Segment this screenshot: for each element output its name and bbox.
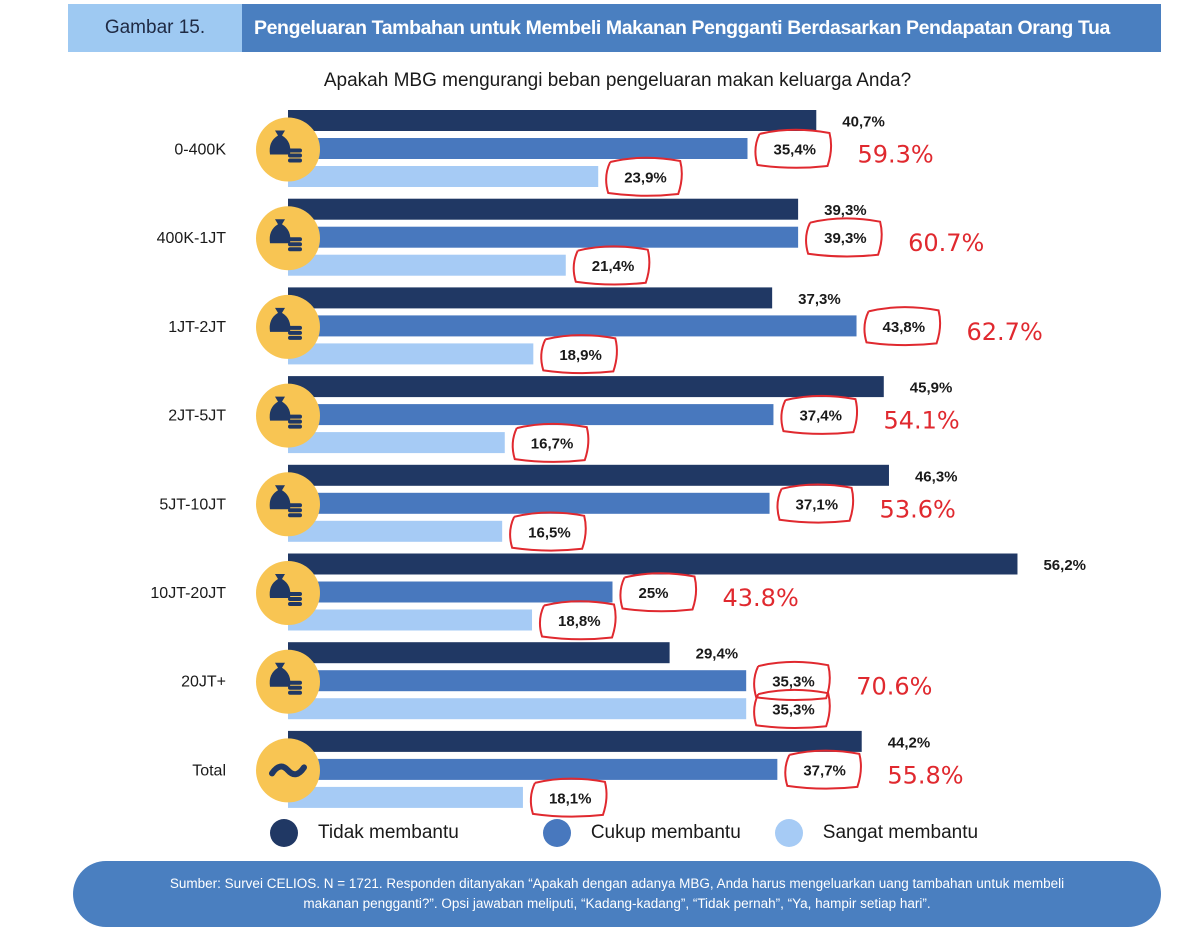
bar-tidak-membantu [288, 376, 884, 397]
data-label: 44,2% [888, 734, 931, 751]
sum-annotation: 54.1% [883, 407, 959, 435]
data-label: 23,9% [624, 170, 667, 187]
category-label: 0-400K [174, 142, 226, 159]
sum-annotation: 53.6% [880, 495, 956, 523]
sum-annotation: 59.3% [857, 141, 933, 169]
sum-annotation: 43.8% [723, 584, 799, 612]
data-label: 37,1% [796, 496, 839, 513]
coin-stack-icon [288, 681, 302, 685]
data-label: 16,5% [528, 524, 571, 541]
legend-swatch-mid [543, 819, 571, 847]
sum-annotation: 60.7% [908, 229, 984, 257]
legend-item-cukup-membantu: Cukup membantu [543, 819, 741, 847]
category-label: Total [192, 762, 226, 779]
coin-stack-icon [288, 154, 302, 158]
data-label: 16,7% [531, 436, 574, 453]
data-label: 35,4% [773, 142, 816, 159]
legend-label: Cukup membantu [591, 822, 741, 844]
data-label: 46,3% [915, 468, 958, 485]
category-label: 2JT-5JT [168, 408, 226, 425]
legend-label: Sangat membantu [823, 822, 978, 844]
coin-stack-icon [288, 415, 302, 419]
bar-cukup-membantu [288, 493, 770, 514]
bar-tidak-membantu [288, 731, 862, 752]
bar-cukup-membantu [288, 582, 613, 603]
chart-legend: Tidak membantu Cukup membantu Sangat mem… [270, 818, 1012, 848]
bar-sangat-membantu [288, 255, 566, 276]
legend-item-tidak-membantu: Tidak membantu [270, 819, 459, 847]
bar-sangat-membantu [288, 432, 505, 453]
bar-sangat-membantu [288, 610, 532, 631]
data-label: 18,8% [558, 613, 601, 630]
data-label: 35,3% [772, 674, 815, 691]
bar-cukup-membantu [288, 138, 747, 159]
data-label: 21,4% [592, 258, 635, 275]
legend-swatch-dark [270, 819, 298, 847]
coin-stack-icon [288, 691, 302, 695]
legend-item-sangat-membantu: Sangat membantu [775, 819, 978, 847]
bar-tidak-membantu [288, 554, 1017, 575]
coin-stack-icon [288, 597, 302, 601]
bar-chart: 0-400K 40,7% 35,4% 23,9% 59.3% 400K-1JT 39,3% 3… [0, 0, 1199, 942]
data-label: 37,4% [799, 408, 842, 425]
bar-tidak-membantu [288, 287, 772, 308]
bar-tidak-membantu [288, 465, 889, 486]
bar-cukup-membantu [288, 404, 773, 425]
coin-stack-icon [288, 503, 302, 507]
data-label: 29,4% [696, 646, 739, 663]
source-note: Sumber: Survei CELIOS. N = 1721. Respond… [73, 861, 1161, 927]
coin-stack-icon [288, 331, 302, 335]
bar-tidak-membantu [288, 642, 670, 663]
data-label: 39,3% [824, 202, 867, 219]
coin-stack-icon [288, 425, 302, 429]
data-label: 35,3% [772, 702, 815, 719]
coin-stack-icon [288, 149, 302, 153]
bar-cukup-membantu [288, 759, 777, 780]
coin-stack-icon [288, 420, 302, 424]
bar-sangat-membantu [288, 787, 523, 808]
category-label: 1JT-2JT [168, 319, 226, 336]
coin-stack-icon [288, 247, 302, 251]
coin-stack-icon [288, 237, 302, 241]
coin-stack-icon [288, 592, 302, 596]
data-label: 43,8% [883, 319, 926, 336]
category-label: 400K-1JT [157, 230, 227, 247]
sum-annotation: 55.8% [887, 761, 963, 789]
category-label: 10JT-20JT [150, 585, 226, 602]
data-label: 37,7% [803, 762, 846, 779]
source-text: Sumber: Survei CELIOS. N = 1721. Respond… [163, 874, 1071, 914]
bar-cukup-membantu [288, 315, 857, 336]
bar-cukup-membantu [288, 227, 798, 248]
data-label: 56,2% [1043, 557, 1086, 574]
coin-stack-icon [288, 513, 302, 517]
legend-label: Tidak membantu [318, 822, 459, 844]
data-label: 18,1% [549, 790, 592, 807]
data-label: 37,3% [798, 291, 841, 308]
bar-cukup-membantu [288, 670, 746, 691]
data-label: 25% [639, 585, 669, 602]
bar-sangat-membantu [288, 698, 746, 719]
category-label: 5JT-10JT [159, 496, 226, 513]
bar-sangat-membantu [288, 166, 598, 187]
bar-sangat-membantu [288, 521, 502, 542]
coin-stack-icon [288, 242, 302, 246]
data-label: 18,9% [559, 347, 602, 364]
data-label: 45,9% [910, 380, 953, 397]
sum-annotation: 62.7% [967, 318, 1043, 346]
coin-stack-icon [288, 508, 302, 512]
coin-stack-icon [288, 602, 302, 606]
bar-sangat-membantu [288, 343, 533, 364]
coin-stack-icon [288, 336, 302, 340]
coin-stack-icon [288, 686, 302, 690]
category-label: 20JT+ [181, 674, 226, 691]
sum-annotation: 70.6% [856, 673, 932, 701]
coin-stack-icon [288, 326, 302, 330]
coin-stack-icon [288, 159, 302, 163]
bar-tidak-membantu [288, 110, 816, 131]
bar-tidak-membantu [288, 199, 798, 220]
legend-swatch-light [775, 819, 803, 847]
data-label: 39,3% [824, 230, 867, 247]
data-label: 40,7% [842, 114, 885, 131]
